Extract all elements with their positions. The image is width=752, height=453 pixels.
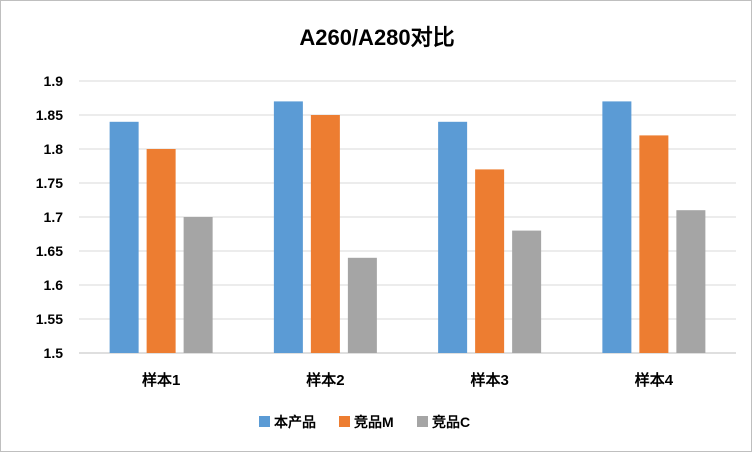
bar (146, 149, 176, 353)
legend-swatch (339, 416, 350, 427)
y-tick-label: 1.65 (36, 243, 63, 259)
x-category-label: 样本2 (306, 371, 344, 389)
y-tick-label: 1.8 (44, 141, 64, 157)
legend-label: 本产品 (274, 414, 316, 430)
y-tick-label: 1.5 (44, 345, 64, 361)
y-tick-label: 1.9 (44, 73, 64, 89)
y-tick-label: 1.7 (44, 209, 64, 225)
bar (183, 217, 213, 353)
bar (273, 101, 303, 354)
x-category-label: 样本3 (470, 371, 508, 389)
bar (602, 101, 632, 354)
legend-label: 竞品M (354, 414, 394, 430)
bar (109, 121, 139, 353)
x-category-label: 样本4 (635, 371, 674, 389)
legend-swatch (417, 416, 428, 427)
y-tick-label: 1.75 (36, 175, 63, 191)
bars (109, 101, 706, 354)
x-axis-categories: 样本1 样本2 样本3 样本4 (142, 371, 674, 389)
x-category-label: 样本1 (142, 371, 180, 389)
y-tick-label: 1.85 (36, 107, 63, 123)
y-axis-ticks: 1.5 1.55 1.6 1.65 1.7 1.75 1.8 1.85 1.9 (36, 73, 63, 361)
chart-title: A260/A280对比 (299, 25, 454, 50)
legend-swatch (259, 416, 270, 427)
bar (438, 121, 468, 353)
legend-label: 竞品C (432, 414, 470, 430)
y-tick-label: 1.6 (44, 277, 64, 293)
bar (310, 115, 340, 353)
y-tick-label: 1.55 (36, 311, 63, 327)
bar (512, 230, 542, 353)
bar (639, 135, 669, 353)
bar (347, 257, 377, 353)
bar (475, 169, 505, 353)
legend: 本产品 竞品M 竞品C (259, 414, 470, 430)
gridlines (79, 80, 736, 354)
bar (676, 210, 706, 353)
